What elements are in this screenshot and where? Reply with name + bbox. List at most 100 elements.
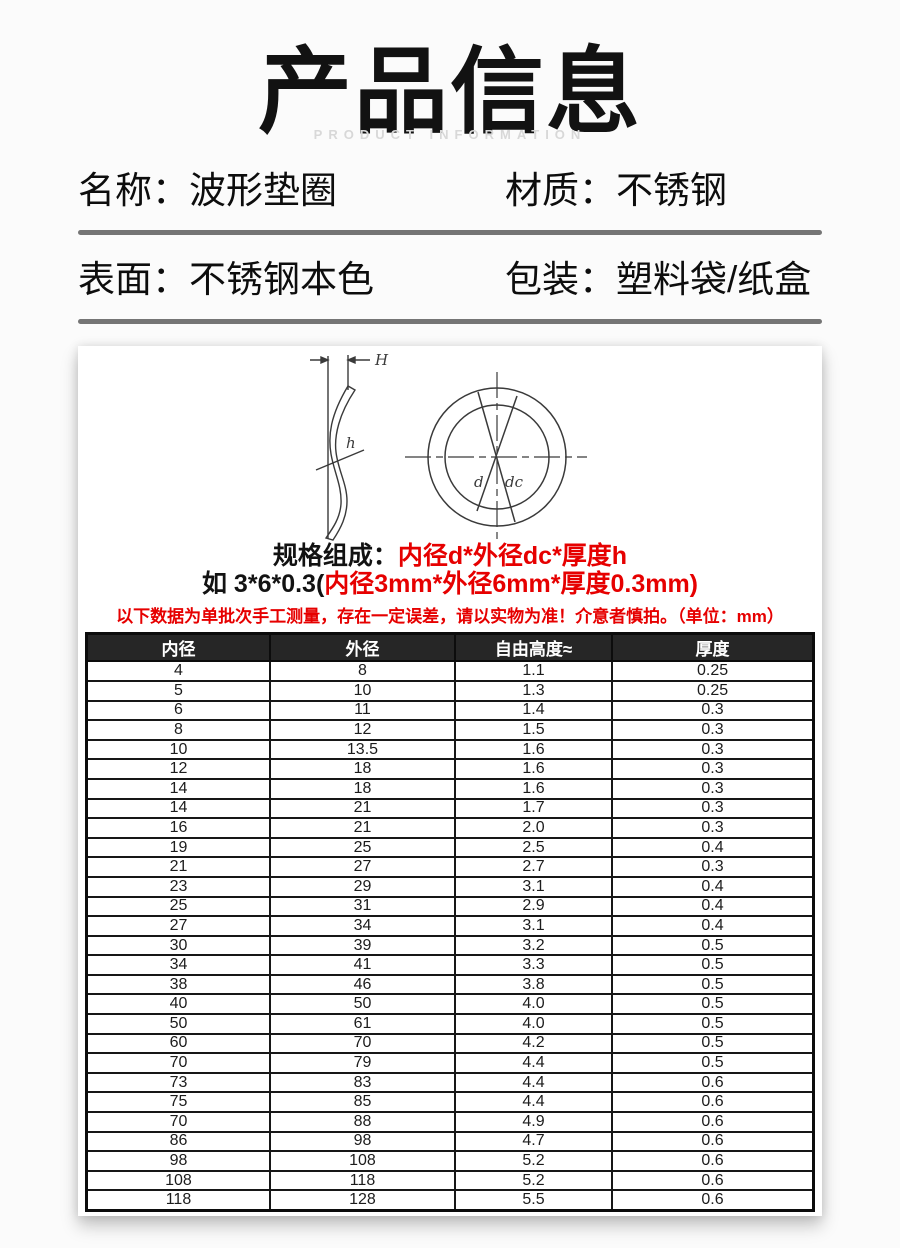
table-cell-outer-diameter: 27 [268,856,457,878]
table-cell-outer-diameter: 11 [268,699,457,722]
table-row: 70 88 4.9 0.6 [85,1111,815,1133]
attr-packaging-value: 塑料袋/纸盒 [616,259,812,301]
table-cell-outer-diameter: 18 [268,777,457,800]
table-row: 50 61 4.0 0.5 [85,1013,815,1035]
table-cell-inner-diameter: 14 [85,797,271,820]
table-cell-outer-diameter: 29 [268,875,457,898]
table-row: 6 11 1.4 0.3 [85,699,815,722]
table-cell-outer-diameter: 128 [268,1189,457,1212]
col-header-thickness: 厚度 [611,632,815,663]
spec-image-card: H h d dc 规格组成：内径d*外径dc*厚度h 如 3*6*0.3(内径3… [78,346,822,1217]
table-cell-free-height: 5.5 [453,1189,614,1212]
table-row: 118 128 5.5 0.6 [85,1189,815,1212]
table-cell-thickness: 0.6 [611,1130,815,1153]
table-cell-inner-diameter: 86 [85,1130,271,1153]
table-cell-inner-diameter: 118 [85,1189,271,1212]
table-row: 19 25 2.5 0.4 [85,836,815,859]
table-cell-outer-diameter: 31 [268,895,457,918]
dim-label-d: d [474,473,484,491]
table-cell-outer-diameter: 21 [268,817,457,839]
table-row: 4 8 1.1 0.25 [85,660,815,682]
attr-material-value: 不锈钢 [616,170,727,212]
table-row: 5 10 1.3 0.25 [85,680,815,702]
dim-label-h: h [346,434,356,452]
table-row: 8 12 1.5 0.3 [85,719,815,741]
col-header-free-height: 自由高度≈ [453,632,614,663]
table-cell-thickness: 0.5 [611,934,815,957]
table-cell-inner-diameter: 75 [85,1091,271,1114]
table-row: 14 21 1.7 0.3 [85,797,815,820]
attr-surface-label: 表面： [78,259,189,301]
table-cell-outer-diameter: 21 [268,797,457,820]
table-cell-thickness: 0.4 [611,895,815,918]
table-cell-thickness: 0.3 [611,777,815,800]
attr-surface-value: 不锈钢本色 [189,259,374,301]
table-cell-free-height: 3.2 [453,934,614,957]
table-cell-outer-diameter: 108 [268,1150,457,1172]
table-cell-outer-diameter: 79 [268,1052,457,1074]
table-row: 16 21 2.0 0.3 [85,817,815,839]
table-cell-thickness: 0.4 [611,875,815,898]
table-cell-free-height: 3.1 [453,915,614,937]
attribute-surface: 表面：不锈钢本色 [78,249,505,303]
page-title: 产品信息 [257,39,642,144]
table-cell-outer-diameter: 98 [268,1130,457,1153]
spec-composition-prefix: 规格组成： [272,542,398,571]
table-cell-outer-diameter: 83 [268,1071,457,1094]
table-cell-inner-diameter: 10 [85,738,271,761]
table-cell-thickness: 0.6 [611,1111,815,1133]
table-cell-outer-diameter: 50 [268,993,457,1016]
table-row: 73 83 4.4 0.6 [85,1071,815,1094]
spec-composition-formula: 内径d*外径dc*厚度h [397,542,628,571]
table-cell-outer-diameter: 85 [268,1091,457,1114]
table-row: 14 18 1.6 0.3 [85,777,815,800]
table-cell-thickness: 0.5 [611,1052,815,1074]
table-cell-thickness: 0.3 [611,719,815,741]
table-cell-free-height: 4.9 [453,1111,614,1133]
attribute-row-2: 表面：不锈钢本色 包装：塑料袋/纸盒 [78,249,822,303]
spec-example-prefix: 如 3*6*0.3( [201,570,325,599]
table-cell-free-height: 1.6 [453,758,614,780]
table-row: 34 41 3.3 0.5 [85,954,815,976]
table-cell-free-height: 1.3 [453,680,614,702]
table-cell-free-height: 4.4 [453,1091,614,1114]
col-header-inner-diameter: 内径 [85,632,271,663]
attr-name-value: 波形垫圈 [189,170,337,212]
attribute-material: 材质：不锈钢 [505,160,822,214]
table-cell-thickness: 0.6 [611,1091,815,1114]
table-cell-inner-diameter: 40 [85,993,271,1016]
table-cell-inner-diameter: 23 [85,875,271,898]
table-cell-thickness: 0.3 [611,758,815,780]
table-row: 30 39 3.2 0.5 [85,934,815,957]
table-cell-thickness: 0.5 [611,954,815,976]
dim-label-H: H [374,351,389,369]
table-cell-outer-diameter: 88 [268,1111,457,1133]
table-cell-thickness: 0.3 [611,699,815,722]
washer-technical-drawing: H h d dc [310,351,587,543]
table-cell-free-height: 4.0 [453,993,614,1016]
table-cell-outer-diameter: 41 [268,954,457,976]
table-cell-free-height: 4.4 [453,1052,614,1074]
table-cell-inner-diameter: 8 [85,719,271,741]
table-cell-thickness: 0.5 [611,1032,815,1055]
table-row: 23 29 3.1 0.4 [85,875,815,898]
table-cell-inner-diameter: 108 [85,1169,271,1192]
table-cell-outer-diameter: 46 [268,973,457,996]
table-cell-inner-diameter: 60 [85,1032,271,1055]
table-row: 75 85 4.4 0.6 [85,1091,815,1114]
table-row: 21 27 2.7 0.3 [85,856,815,878]
table-cell-outer-diameter: 70 [268,1032,457,1055]
table-cell-free-height: 3.1 [453,875,614,898]
table-cell-outer-diameter: 118 [268,1169,457,1192]
table-row: 10 13.5 1.6 0.3 [85,738,815,761]
table-cell-thickness: 0.3 [611,817,815,839]
table-cell-thickness: 0.4 [611,915,815,937]
table-cell-outer-diameter: 34 [268,915,457,937]
table-row: 98 108 5.2 0.6 [85,1150,815,1172]
divider [78,230,822,236]
table-cell-free-height: 2.0 [453,817,614,839]
table-cell-inner-diameter: 34 [85,954,271,976]
spec-table-head: 内径 外径 自由高度≈ 厚度 [85,632,815,663]
spec-example-detail: 内径3mm*外径6mm*厚度0.3mm) [324,570,699,599]
attribute-row-1: 名称：波形垫圈 材质：不锈钢 [78,160,822,214]
